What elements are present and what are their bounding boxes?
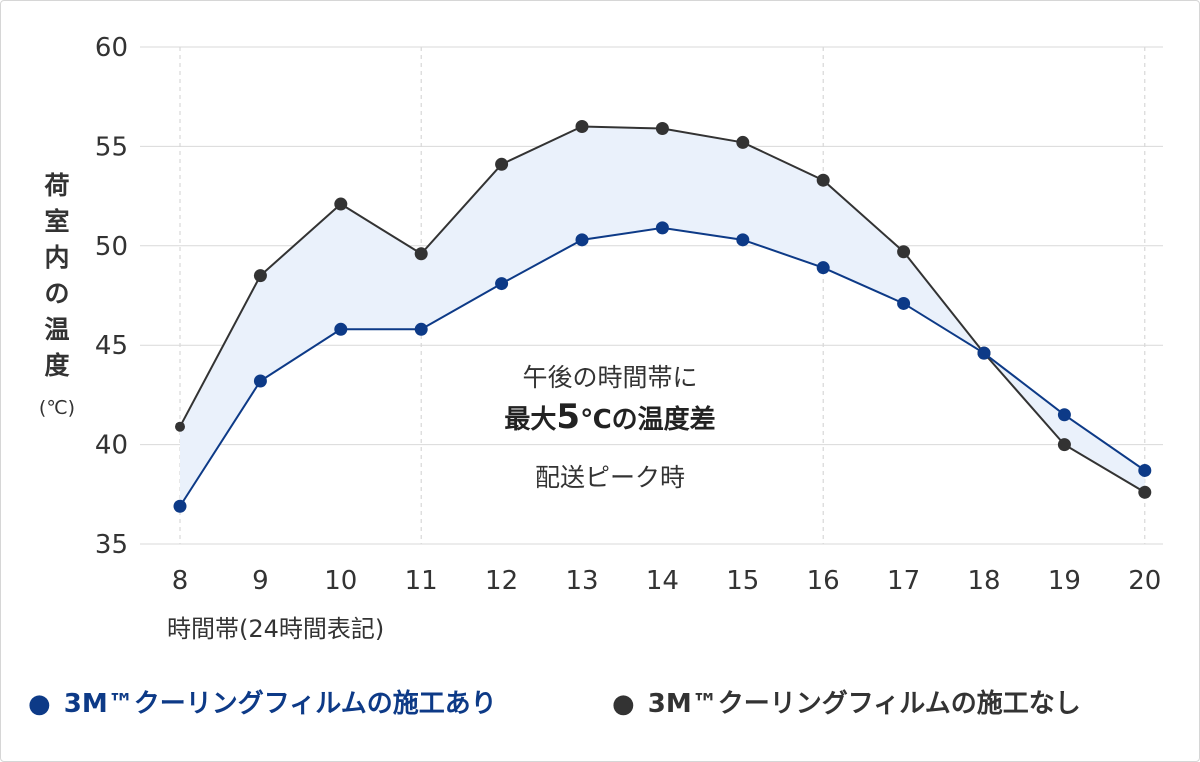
legend-marker-without-film: ●	[612, 689, 635, 719]
point-without-film-15	[736, 135, 750, 149]
point-without-film-19	[1057, 438, 1071, 452]
point-with-film-10	[334, 322, 348, 336]
point-without-film-10	[334, 197, 348, 211]
annotation-prefix: 最大	[504, 405, 556, 435]
difference-fill-area	[180, 126, 1145, 507]
y-axis-unit: (℃)	[39, 397, 75, 419]
legend-label-without-film: 3M™クーリングフィルムの施工なし	[648, 688, 1081, 719]
x-tick-17: 17	[887, 566, 920, 596]
point-without-film-17	[897, 245, 911, 259]
x-tick-11: 11	[405, 566, 438, 596]
point-without-film-14	[655, 122, 669, 136]
legend-label-with-film: 3M™クーリングフィルムの施工あり	[64, 688, 497, 719]
point-with-film-9	[253, 374, 267, 388]
y-axis-label-char: 荷	[44, 171, 69, 200]
x-tick-10: 10	[324, 566, 357, 596]
legend-item-without-film: ● 3M™クーリングフィルムの施工なし	[612, 688, 1081, 719]
series-points	[173, 120, 1152, 513]
point-with-film-13	[575, 233, 589, 247]
legend: ● 3M™クーリングフィルムの施工あり ● 3M™クーリングフィルムの施工なし	[28, 688, 1081, 719]
x-tick-14: 14	[646, 566, 679, 596]
point-with-film-19	[1057, 408, 1071, 422]
y-tick-60: 60	[95, 33, 128, 63]
x-axis-label: 時間帯(24時間表記)	[167, 615, 384, 643]
x-tick-13: 13	[565, 566, 598, 596]
point-with-film-20	[1138, 463, 1152, 477]
x-tick-18: 18	[967, 566, 1000, 596]
y-axis-label-char: の	[44, 279, 69, 308]
point-without-film-11	[414, 247, 428, 261]
x-tick-19: 19	[1048, 566, 1081, 596]
point-without-film-12	[495, 157, 509, 171]
x-tick-8: 8	[172, 566, 189, 596]
y-axis-label-char: 内	[44, 243, 69, 272]
point-with-film-15	[736, 233, 750, 247]
y-axis-label-char: 度	[44, 351, 69, 380]
point-with-film-16	[816, 261, 830, 275]
y-tick-35: 35	[95, 530, 128, 560]
point-without-film-9	[253, 269, 267, 283]
annotation-suffix: ℃の温度差	[580, 404, 716, 435]
point-with-film-18	[977, 346, 991, 360]
point-with-film-17	[897, 296, 911, 310]
point-without-film-13	[575, 120, 589, 134]
point-without-film-8	[175, 421, 185, 432]
x-tick-16: 16	[807, 566, 840, 596]
point-with-film-11	[414, 322, 428, 336]
annotation-line-1: 午後の時間帯に	[522, 363, 697, 392]
y-axis-label-char: 温	[44, 315, 69, 344]
x-tick-20: 20	[1128, 566, 1161, 596]
annotation-number: 5	[556, 397, 580, 437]
y-tick-50: 50	[95, 232, 128, 262]
annotation-line-3: 配送ピーク時	[535, 463, 685, 492]
point-without-film-16	[816, 173, 830, 187]
y-tick-55: 55	[95, 132, 128, 162]
y-tick-45: 45	[95, 331, 128, 361]
x-tick-labels: 8 9 10 11 12 13 14 15 16 17 18 19 20	[172, 566, 1162, 596]
y-tick-40: 40	[95, 431, 128, 461]
point-with-film-14	[655, 221, 669, 235]
point-without-film-20	[1138, 485, 1152, 499]
x-tick-12: 12	[485, 566, 518, 596]
legend-marker-with-film: ●	[28, 689, 51, 719]
annotation-line-2: 最大5℃の温度差	[504, 397, 715, 437]
x-tick-9: 9	[252, 566, 269, 596]
x-tick-15: 15	[726, 566, 759, 596]
legend-item-with-film: ● 3M™クーリングフィルムの施工あり	[28, 688, 497, 719]
point-with-film-12	[495, 277, 509, 291]
point-with-film-8	[173, 499, 187, 513]
y-tick-labels: 35 40 45 50 55 60	[95, 33, 128, 560]
y-axis-label-char: 室	[44, 207, 69, 236]
